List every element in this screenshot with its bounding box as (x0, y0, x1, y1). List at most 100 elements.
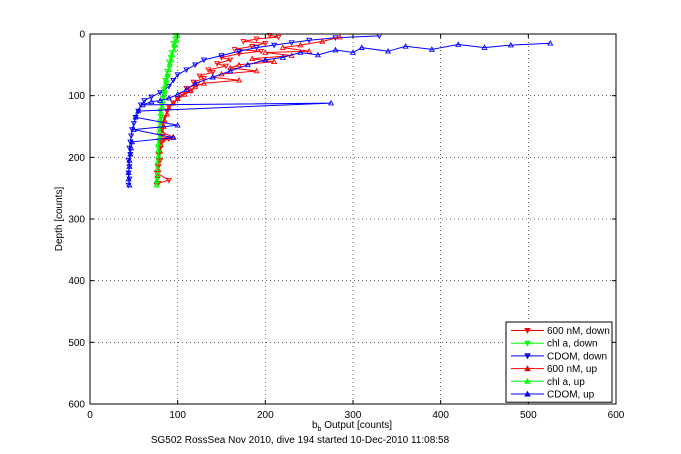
data-point (170, 77, 177, 84)
data-point (157, 147, 164, 154)
data-point (154, 165, 161, 171)
data-point (235, 51, 243, 57)
data-point (349, 49, 357, 55)
legend-entry: CDOM, down (511, 351, 607, 362)
legend-label: chl a, down (547, 339, 598, 350)
data-point (235, 48, 243, 55)
data-point (127, 151, 134, 157)
data-point (192, 62, 199, 69)
data-point (135, 107, 142, 114)
data-point (161, 117, 168, 123)
data-point (271, 42, 278, 49)
data-point (173, 36, 180, 43)
data-point (163, 76, 170, 82)
legend-label: CDOM, up (547, 390, 595, 401)
data-point (128, 144, 135, 151)
legend-label: chl a, up (547, 377, 585, 388)
data-point (125, 169, 132, 176)
data-point (481, 44, 488, 50)
data-point (328, 99, 335, 106)
legend-swatch-marker (524, 365, 531, 372)
data-point (174, 122, 181, 128)
data-point (164, 110, 171, 117)
x-tick-label: 400 (432, 410, 449, 421)
figure-caption: SG502 RossSea Nov 2010, dive 194 started… (151, 435, 450, 446)
y-tick-label: 0 (79, 30, 85, 41)
data-point (125, 175, 132, 182)
x-axis-label-main: b (312, 420, 318, 431)
data-point (161, 86, 168, 92)
data-point (165, 177, 172, 184)
data-point (231, 47, 238, 53)
legend-swatch-marker (524, 377, 531, 384)
legend-entry: 600 nM, down (511, 326, 610, 337)
data-point (297, 41, 304, 48)
data-point (155, 152, 162, 159)
data-point (244, 61, 251, 68)
data-point (126, 181, 133, 188)
data-point (148, 98, 155, 105)
data-point (126, 145, 133, 152)
data-point (170, 134, 177, 140)
legend-swatch-marker (524, 353, 531, 360)
data-point (253, 45, 260, 51)
data-point (455, 41, 462, 47)
data-point (127, 139, 134, 146)
legend-box (505, 321, 613, 403)
data-point (209, 73, 216, 80)
data-point (148, 94, 155, 101)
x-axis-label-subscript: b (318, 426, 322, 433)
series-5 (125, 40, 554, 188)
data-point (154, 159, 161, 165)
legend-label: 600 nM, down (547, 326, 610, 337)
data-point (275, 34, 282, 41)
data-point (288, 40, 295, 46)
y-tick-label: 500 (68, 338, 85, 349)
data-point (158, 103, 165, 110)
data-point (157, 115, 164, 122)
data-point (249, 44, 256, 50)
data-point (253, 67, 260, 74)
data-point (126, 157, 133, 163)
data-point (159, 96, 166, 102)
x-tick-label: 200 (257, 410, 274, 421)
x-tick-label: 600 (608, 410, 625, 421)
data-point (200, 57, 208, 64)
data-point (192, 80, 199, 86)
data-point (139, 101, 146, 108)
data-point (262, 40, 269, 47)
svg-text:bb Output [counts]: bb Output [counts] (312, 420, 392, 433)
data-point (156, 128, 163, 134)
data-point (181, 91, 188, 97)
data-point (157, 109, 165, 116)
data-point (157, 97, 164, 103)
data-point (171, 45, 178, 51)
x-tick-label: 500 (520, 410, 537, 421)
data-point (279, 54, 286, 60)
data-point (507, 41, 514, 48)
data-point (196, 73, 203, 80)
x-tick-label: 300 (345, 410, 362, 421)
data-point (154, 171, 161, 177)
data-point (240, 39, 247, 45)
data-point (183, 86, 190, 92)
x-axis-label: bb Output [counts] (312, 420, 392, 433)
data-point (137, 102, 144, 109)
y-tick-label: 100 (68, 91, 85, 102)
data-point (249, 55, 256, 61)
x-axis-label-rest: Output [counts] (321, 420, 392, 431)
data-point (332, 46, 339, 53)
x-tick-label: 0 (87, 410, 93, 421)
legend-label: 600 nM, up (547, 364, 597, 375)
legend-entry: chl a, up (511, 377, 585, 388)
data-point (358, 44, 365, 50)
data-point (271, 58, 278, 65)
legend-swatch-marker (524, 340, 531, 347)
legend-entry: CDOM, up (511, 390, 595, 401)
data-point (547, 40, 554, 46)
data-point (257, 48, 265, 55)
data-point (153, 181, 160, 188)
data-point (168, 56, 175, 63)
series-layer (125, 32, 554, 189)
